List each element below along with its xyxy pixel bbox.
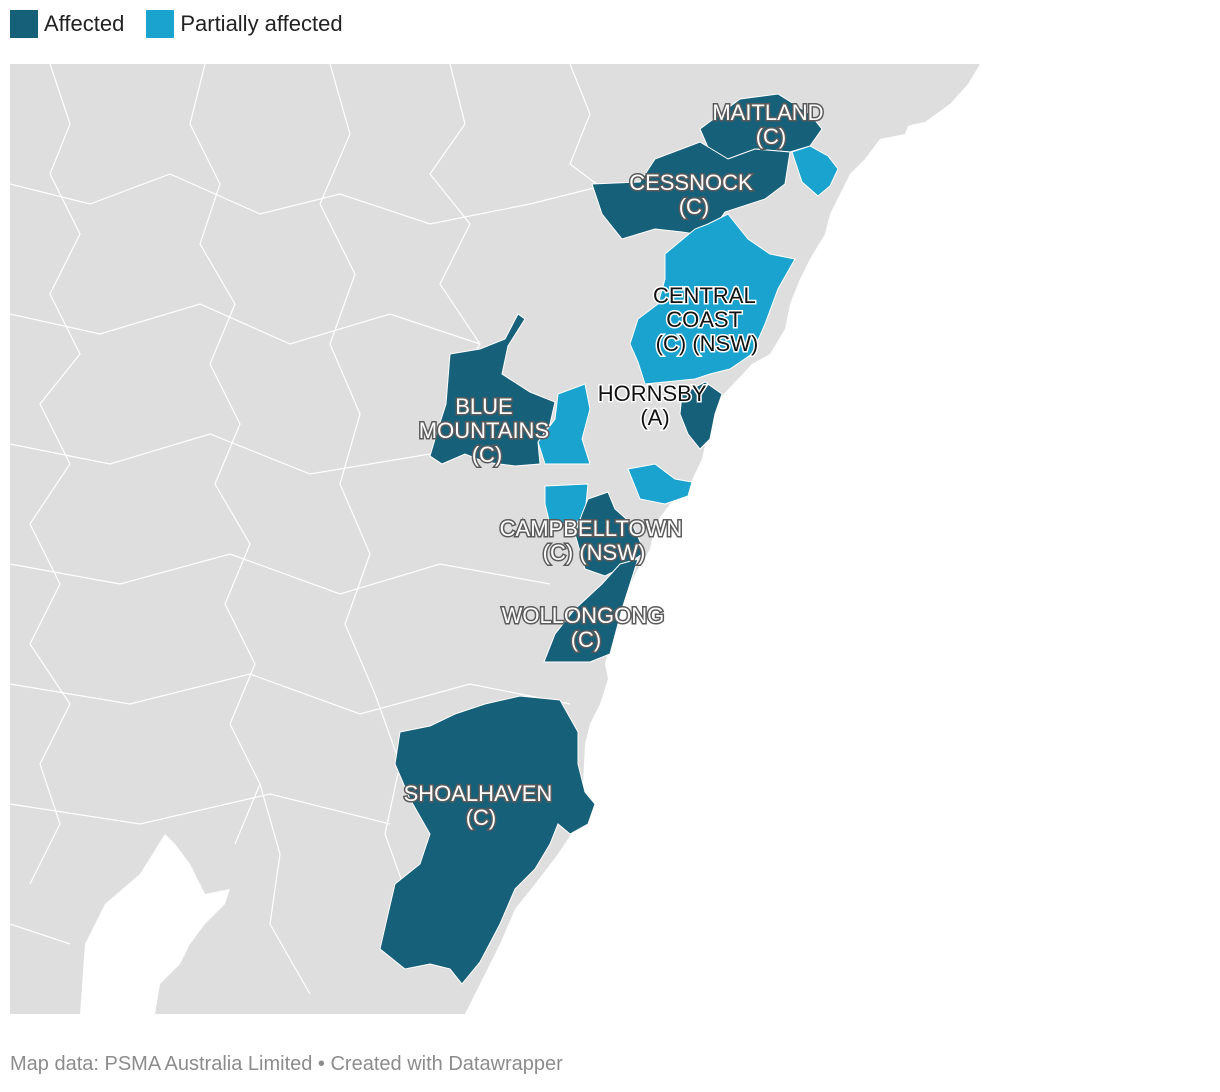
inland-white-area: [80, 834, 230, 1014]
region-cessnock: [591, 141, 791, 240]
legend-swatch-partially-affected: [146, 10, 175, 38]
label-cessnock: CESSNOCK (C): [629, 170, 759, 219]
region-hawkesbury: [537, 383, 591, 465]
region-blue-mountains: [429, 313, 556, 467]
region-liverpool: [544, 483, 589, 525]
label-blue-mountains: BLUE MOUNTAINS (C): [419, 394, 556, 467]
lga-boundaries: [10, 64, 611, 995]
region-labels: MAITLAND (C) CESSNOCK (C) BLUE MOUNTAINS…: [402, 99, 829, 832]
region-port-stephens: [791, 145, 839, 197]
region-central-coast: [629, 213, 796, 385]
region-hornsby: [679, 381, 723, 450]
label-campbelltown: CAMPBELLTOWN (C) (NSW): [500, 516, 689, 565]
legend-item-partially-affected: Partially affected: [146, 10, 343, 38]
label-central-coast: CENTRAL COAST (C) (NSW): [653, 283, 761, 356]
legend-item-affected: Affected: [10, 10, 124, 38]
map-legend: Affected Partially affected: [10, 10, 343, 38]
legend-swatch-affected: [10, 10, 38, 38]
label-maitland: MAITLAND (C): [712, 100, 829, 149]
label-shoalhaven: SHOALHAVEN (C): [404, 781, 559, 830]
label-hornsby: HORNSBY (A): [598, 381, 713, 430]
legend-label-partially-affected: Partially affected: [180, 11, 343, 36]
map-footer: Map data: PSMA Australia Limited • Creat…: [10, 1053, 563, 1075]
label-wollongong: WOLLONGONG (C): [502, 603, 671, 652]
region-sydney-partial: [627, 463, 693, 505]
choropleth-map: MAITLAND (C) CESSNOCK (C) BLUE MOUNTAINS…: [10, 64, 980, 1014]
region-shoalhaven: [379, 695, 596, 985]
legend-label-affected: Affected: [44, 11, 125, 36]
region-wollongong: [543, 558, 639, 663]
region-labels-dark: CENTRAL COAST (C) (NSW) HORNSBY (A): [596, 282, 761, 432]
